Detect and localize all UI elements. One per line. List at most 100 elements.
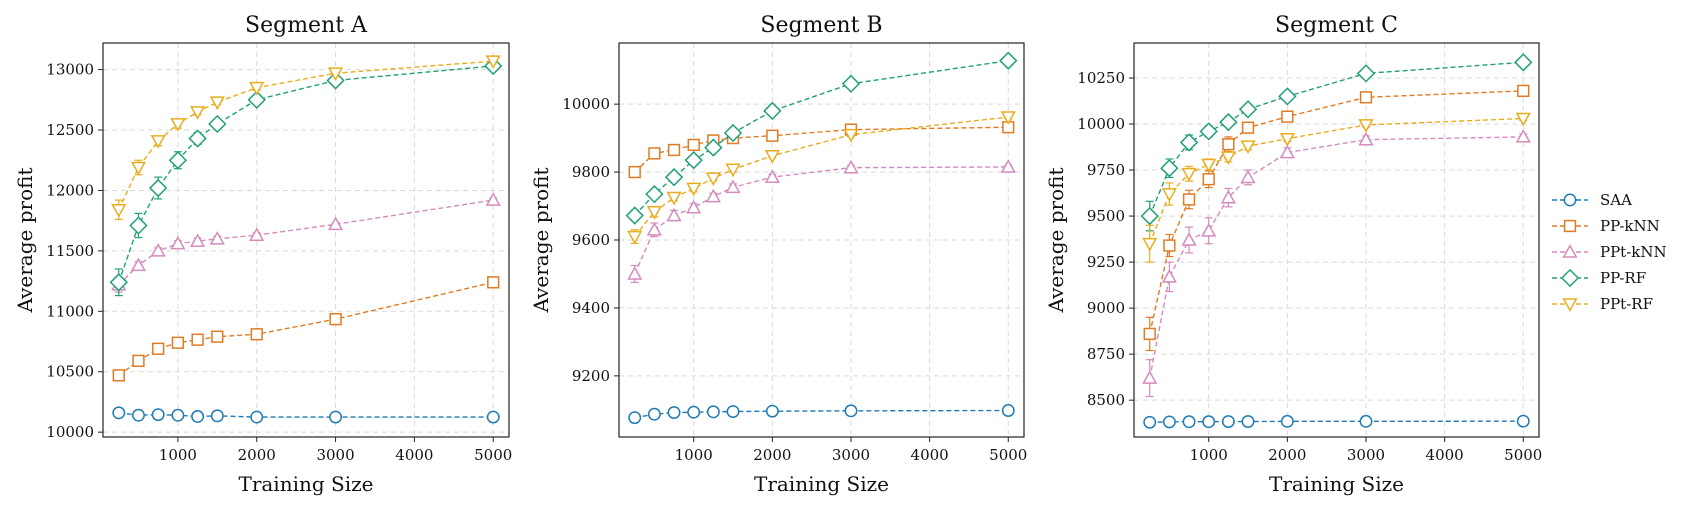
chart-title: Segment A <box>245 13 368 38</box>
x-tick-label: 1000 <box>159 446 197 464</box>
data-point <box>327 216 344 231</box>
data-point <box>1222 138 1235 151</box>
series-pp-knn <box>112 276 500 382</box>
data-point <box>667 143 681 157</box>
data-point <box>628 165 641 179</box>
data-point <box>1240 169 1256 184</box>
x-axis-label: Training Size <box>1269 472 1404 496</box>
data-point <box>1219 113 1238 132</box>
data-point <box>667 406 681 419</box>
data-point <box>487 276 500 289</box>
series-pp-rf <box>109 56 503 297</box>
data-point <box>725 179 741 194</box>
data-point <box>1279 144 1295 159</box>
series-ppt-rf <box>627 111 1016 245</box>
data-point <box>1143 415 1157 429</box>
y-tick-label: 8750 <box>1087 345 1125 363</box>
data-point <box>647 407 661 421</box>
legend-marker <box>1562 244 1578 258</box>
data-point <box>1163 239 1176 252</box>
data-point <box>111 203 127 218</box>
legend-entry-ppt-knn: PPt-kNN <box>1552 243 1667 261</box>
data-point <box>210 409 224 423</box>
data-point <box>112 369 125 382</box>
data-point <box>646 206 662 220</box>
series-line <box>634 126 1009 173</box>
chart-panel-2: 1000 2000 3000 4000 5000 9200 9400 9600 9800 1000… <box>529 13 1027 496</box>
data-point <box>1160 159 1179 178</box>
y-tick-label: 11000 <box>46 302 94 320</box>
data-point <box>209 230 225 245</box>
y-tick-label: 12000 <box>46 181 94 199</box>
data-point <box>1000 159 1016 173</box>
data-point <box>843 128 859 143</box>
data-point <box>766 129 779 142</box>
legend-entry-pp-rf: PP-RF <box>1552 268 1646 288</box>
data-point <box>1162 415 1176 429</box>
legend-marker <box>1563 219 1577 233</box>
data-point <box>844 404 858 418</box>
data-point <box>150 243 166 257</box>
data-point <box>171 408 185 422</box>
y-tick-label: 9400 <box>572 299 610 317</box>
y-axis-label: Average profit <box>1044 167 1068 313</box>
y-tick-label: 9200 <box>572 367 610 385</box>
data-point <box>130 257 147 272</box>
x-tick-label: 3000 <box>832 446 870 464</box>
y-tick-label: 10000 <box>46 423 94 441</box>
y-tick-label: 9800 <box>572 163 610 181</box>
chart-panel-3: 1000 2000 3000 4000 5000 8500 8750 9000 9250 9500… <box>1044 13 1542 496</box>
series-ppt-rf <box>1142 112 1531 263</box>
data-point <box>1179 133 1199 152</box>
data-point <box>249 81 265 96</box>
data-point <box>249 227 265 241</box>
data-point <box>646 221 662 236</box>
y-tick-label: 12500 <box>46 121 94 139</box>
y-tick-label: 10500 <box>46 363 94 381</box>
data-point <box>1279 132 1295 147</box>
data-point <box>725 163 741 178</box>
data-point <box>152 342 165 355</box>
series-line <box>118 65 494 283</box>
plot-frame <box>1133 42 1540 438</box>
x-tick-label: 4000 <box>395 446 433 464</box>
y-tick-label: 11500 <box>46 242 94 260</box>
x-tick-label: 2000 <box>753 446 791 464</box>
data-point <box>109 273 128 292</box>
data-point <box>1182 193 1196 206</box>
data-point <box>1161 188 1177 202</box>
data-point <box>1515 129 1531 143</box>
data-point <box>170 118 186 132</box>
series-ppt-knn <box>111 192 501 293</box>
data-point <box>188 129 207 148</box>
legend-label: PP-RF <box>1600 269 1646 287</box>
data-point <box>329 313 342 326</box>
y-tick-label: 10250 <box>1077 69 1125 87</box>
data-point <box>1000 111 1016 125</box>
x-axis-label: Training Size <box>238 472 373 496</box>
x-tick-label: 3000 <box>316 446 354 464</box>
data-point <box>250 328 263 341</box>
chart-title: Segment C <box>1275 13 1398 38</box>
legend: SAA PP-kNN PPt-kNN PP-RF PPt-RF <box>1552 191 1667 313</box>
data-point <box>1240 140 1256 154</box>
series-ppt-knn <box>1142 129 1531 398</box>
data-point <box>1001 404 1015 417</box>
data-point <box>1182 415 1196 429</box>
data-point <box>208 114 227 134</box>
data-point <box>704 138 723 157</box>
data-point <box>486 410 500 424</box>
data-point <box>1142 370 1158 384</box>
data-point <box>1359 91 1373 104</box>
legend-entry-saa: SAA <box>1552 191 1632 209</box>
data-point <box>1516 414 1530 428</box>
x-tick-label: 5000 <box>1504 446 1542 464</box>
y-tick-label: 9500 <box>1087 207 1125 225</box>
data-point <box>763 101 782 121</box>
data-point <box>170 235 186 250</box>
data-point <box>1220 151 1236 165</box>
series-line <box>634 116 1009 238</box>
data-point <box>1358 119 1374 133</box>
data-point <box>666 191 682 206</box>
y-axis-label: Average profit <box>529 167 553 313</box>
